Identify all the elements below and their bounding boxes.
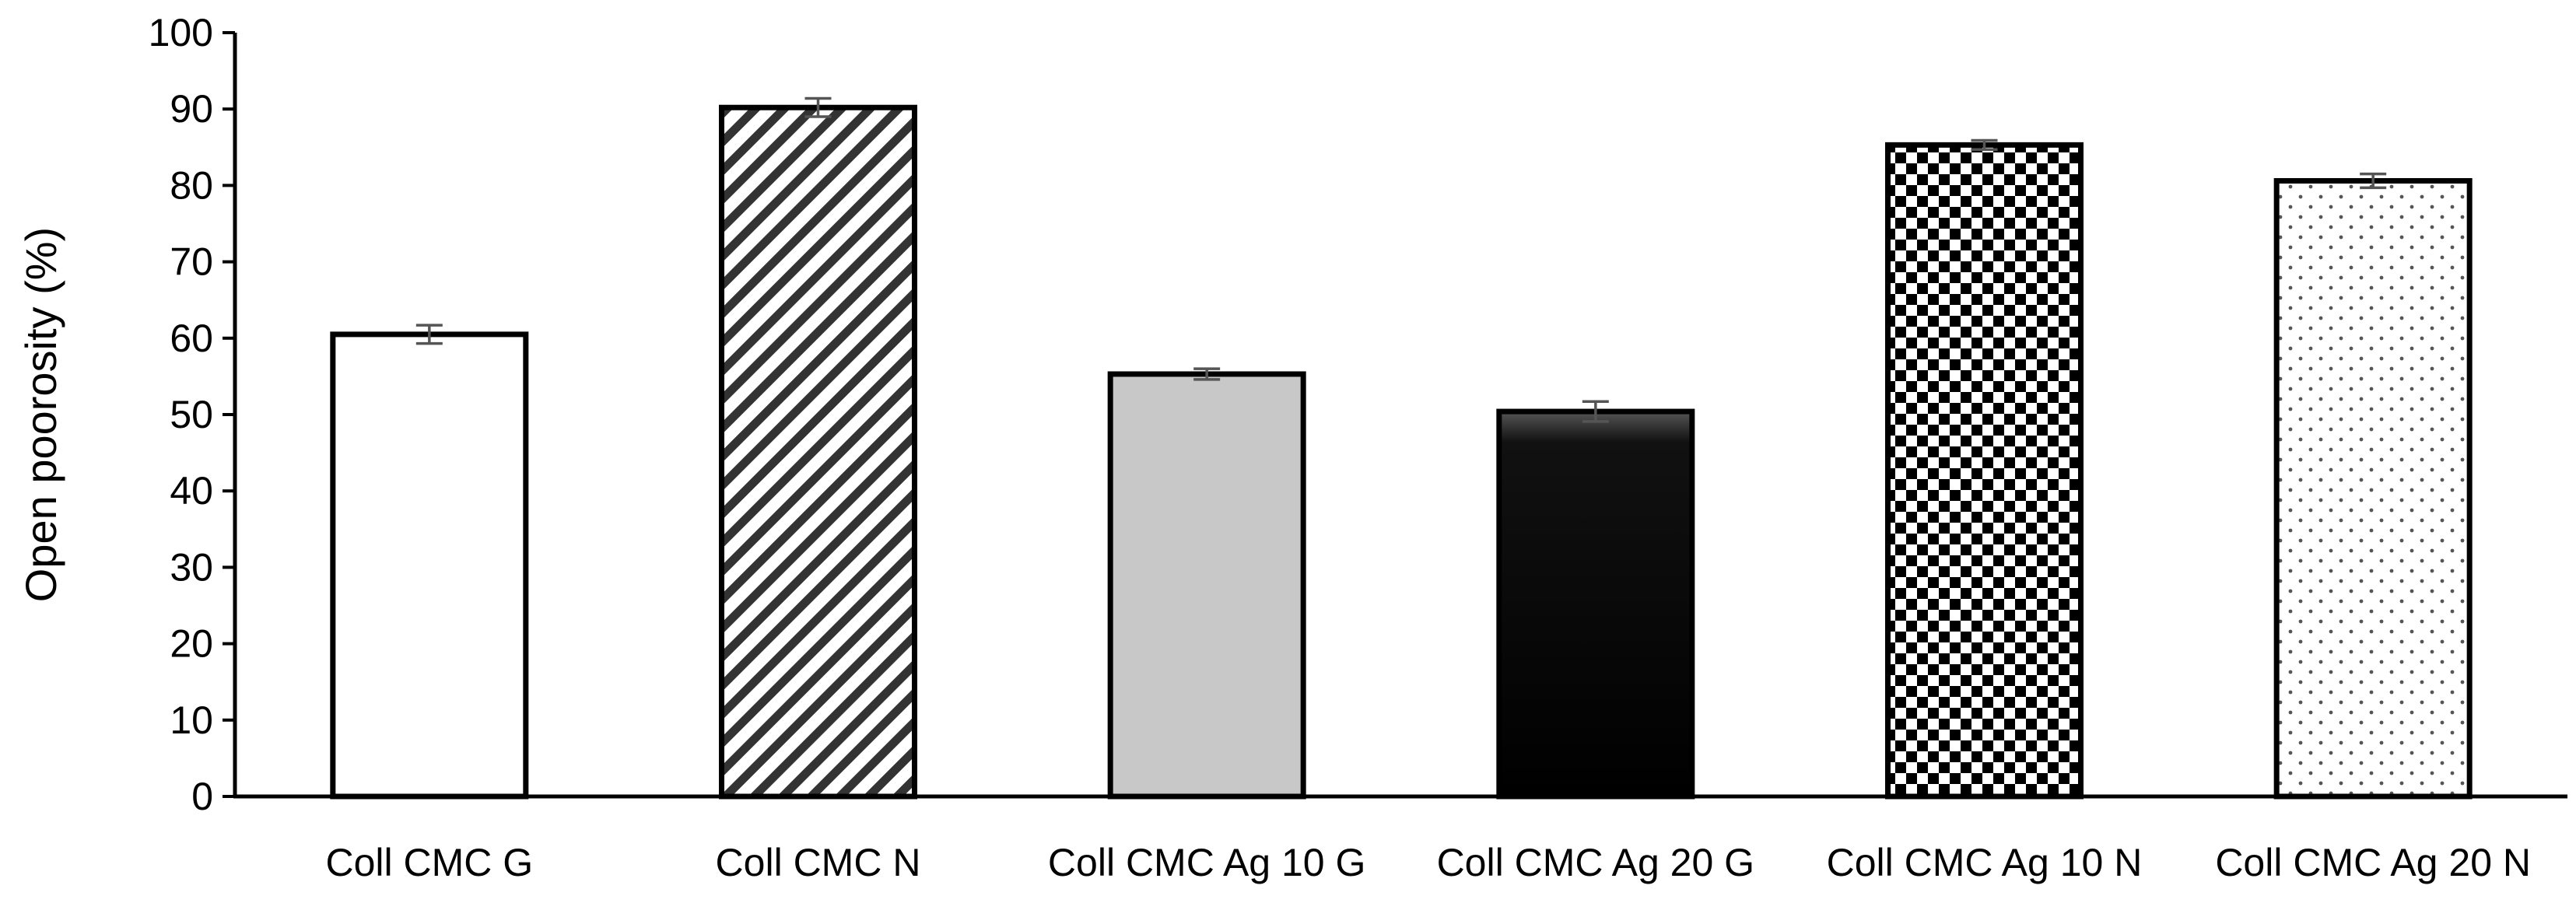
error-bar-6 bbox=[2360, 172, 2387, 190]
y-tick-label: 100 bbox=[149, 11, 213, 54]
bar-4 bbox=[1496, 408, 1695, 800]
error-bar-5 bbox=[1971, 138, 1998, 151]
bar-5 bbox=[1885, 142, 2084, 800]
error-bar-1 bbox=[415, 324, 443, 345]
axes bbox=[233, 33, 2567, 799]
x-category-label: Coll CMC Ag 10 G bbox=[1048, 841, 1365, 884]
error-bar-4 bbox=[1582, 400, 1609, 423]
bar-2 bbox=[719, 104, 917, 800]
y-tick-label: 0 bbox=[191, 775, 213, 818]
y-tick-label: 40 bbox=[170, 469, 213, 513]
error-bar-3 bbox=[1193, 367, 1221, 381]
x-category-label: Coll CMC Ag 10 N bbox=[1827, 841, 2143, 884]
bar-6 bbox=[2273, 178, 2473, 800]
y-tick-label: 90 bbox=[170, 87, 213, 131]
y-tick-label: 60 bbox=[170, 317, 213, 360]
y-tick-label: 70 bbox=[170, 240, 213, 284]
bar-1 bbox=[330, 331, 529, 800]
x-category-label: Coll CMC Ag 20 N bbox=[2215, 841, 2531, 884]
y-axis-ticks: 0 10 20 30 40 50 60 70 80 90 100 bbox=[149, 11, 235, 818]
bar-3 bbox=[1107, 371, 1306, 800]
error-bar-2 bbox=[804, 96, 832, 118]
x-category-label: Coll CMC G bbox=[325, 841, 533, 884]
x-axis-labels: Coll CMC G Coll CMC N Coll CMC Ag 10 G Coll… bbox=[325, 841, 2531, 884]
x-category-label: Coll CMC Ag 20 G bbox=[1437, 841, 1754, 884]
y-tick-label: 50 bbox=[170, 393, 213, 436]
error-bars bbox=[415, 96, 2387, 423]
y-axis-title: Open poorosity (%) bbox=[16, 227, 65, 602]
y-tick-label: 10 bbox=[170, 698, 213, 742]
y-tick-label: 20 bbox=[170, 622, 213, 666]
x-category-label: Coll CMC N bbox=[716, 841, 921, 884]
y-tick-label: 30 bbox=[170, 545, 213, 589]
y-tick-label: 80 bbox=[170, 163, 213, 207]
bars bbox=[330, 104, 2473, 800]
y-axis-title-group: Open poorosity (%) bbox=[16, 227, 65, 602]
